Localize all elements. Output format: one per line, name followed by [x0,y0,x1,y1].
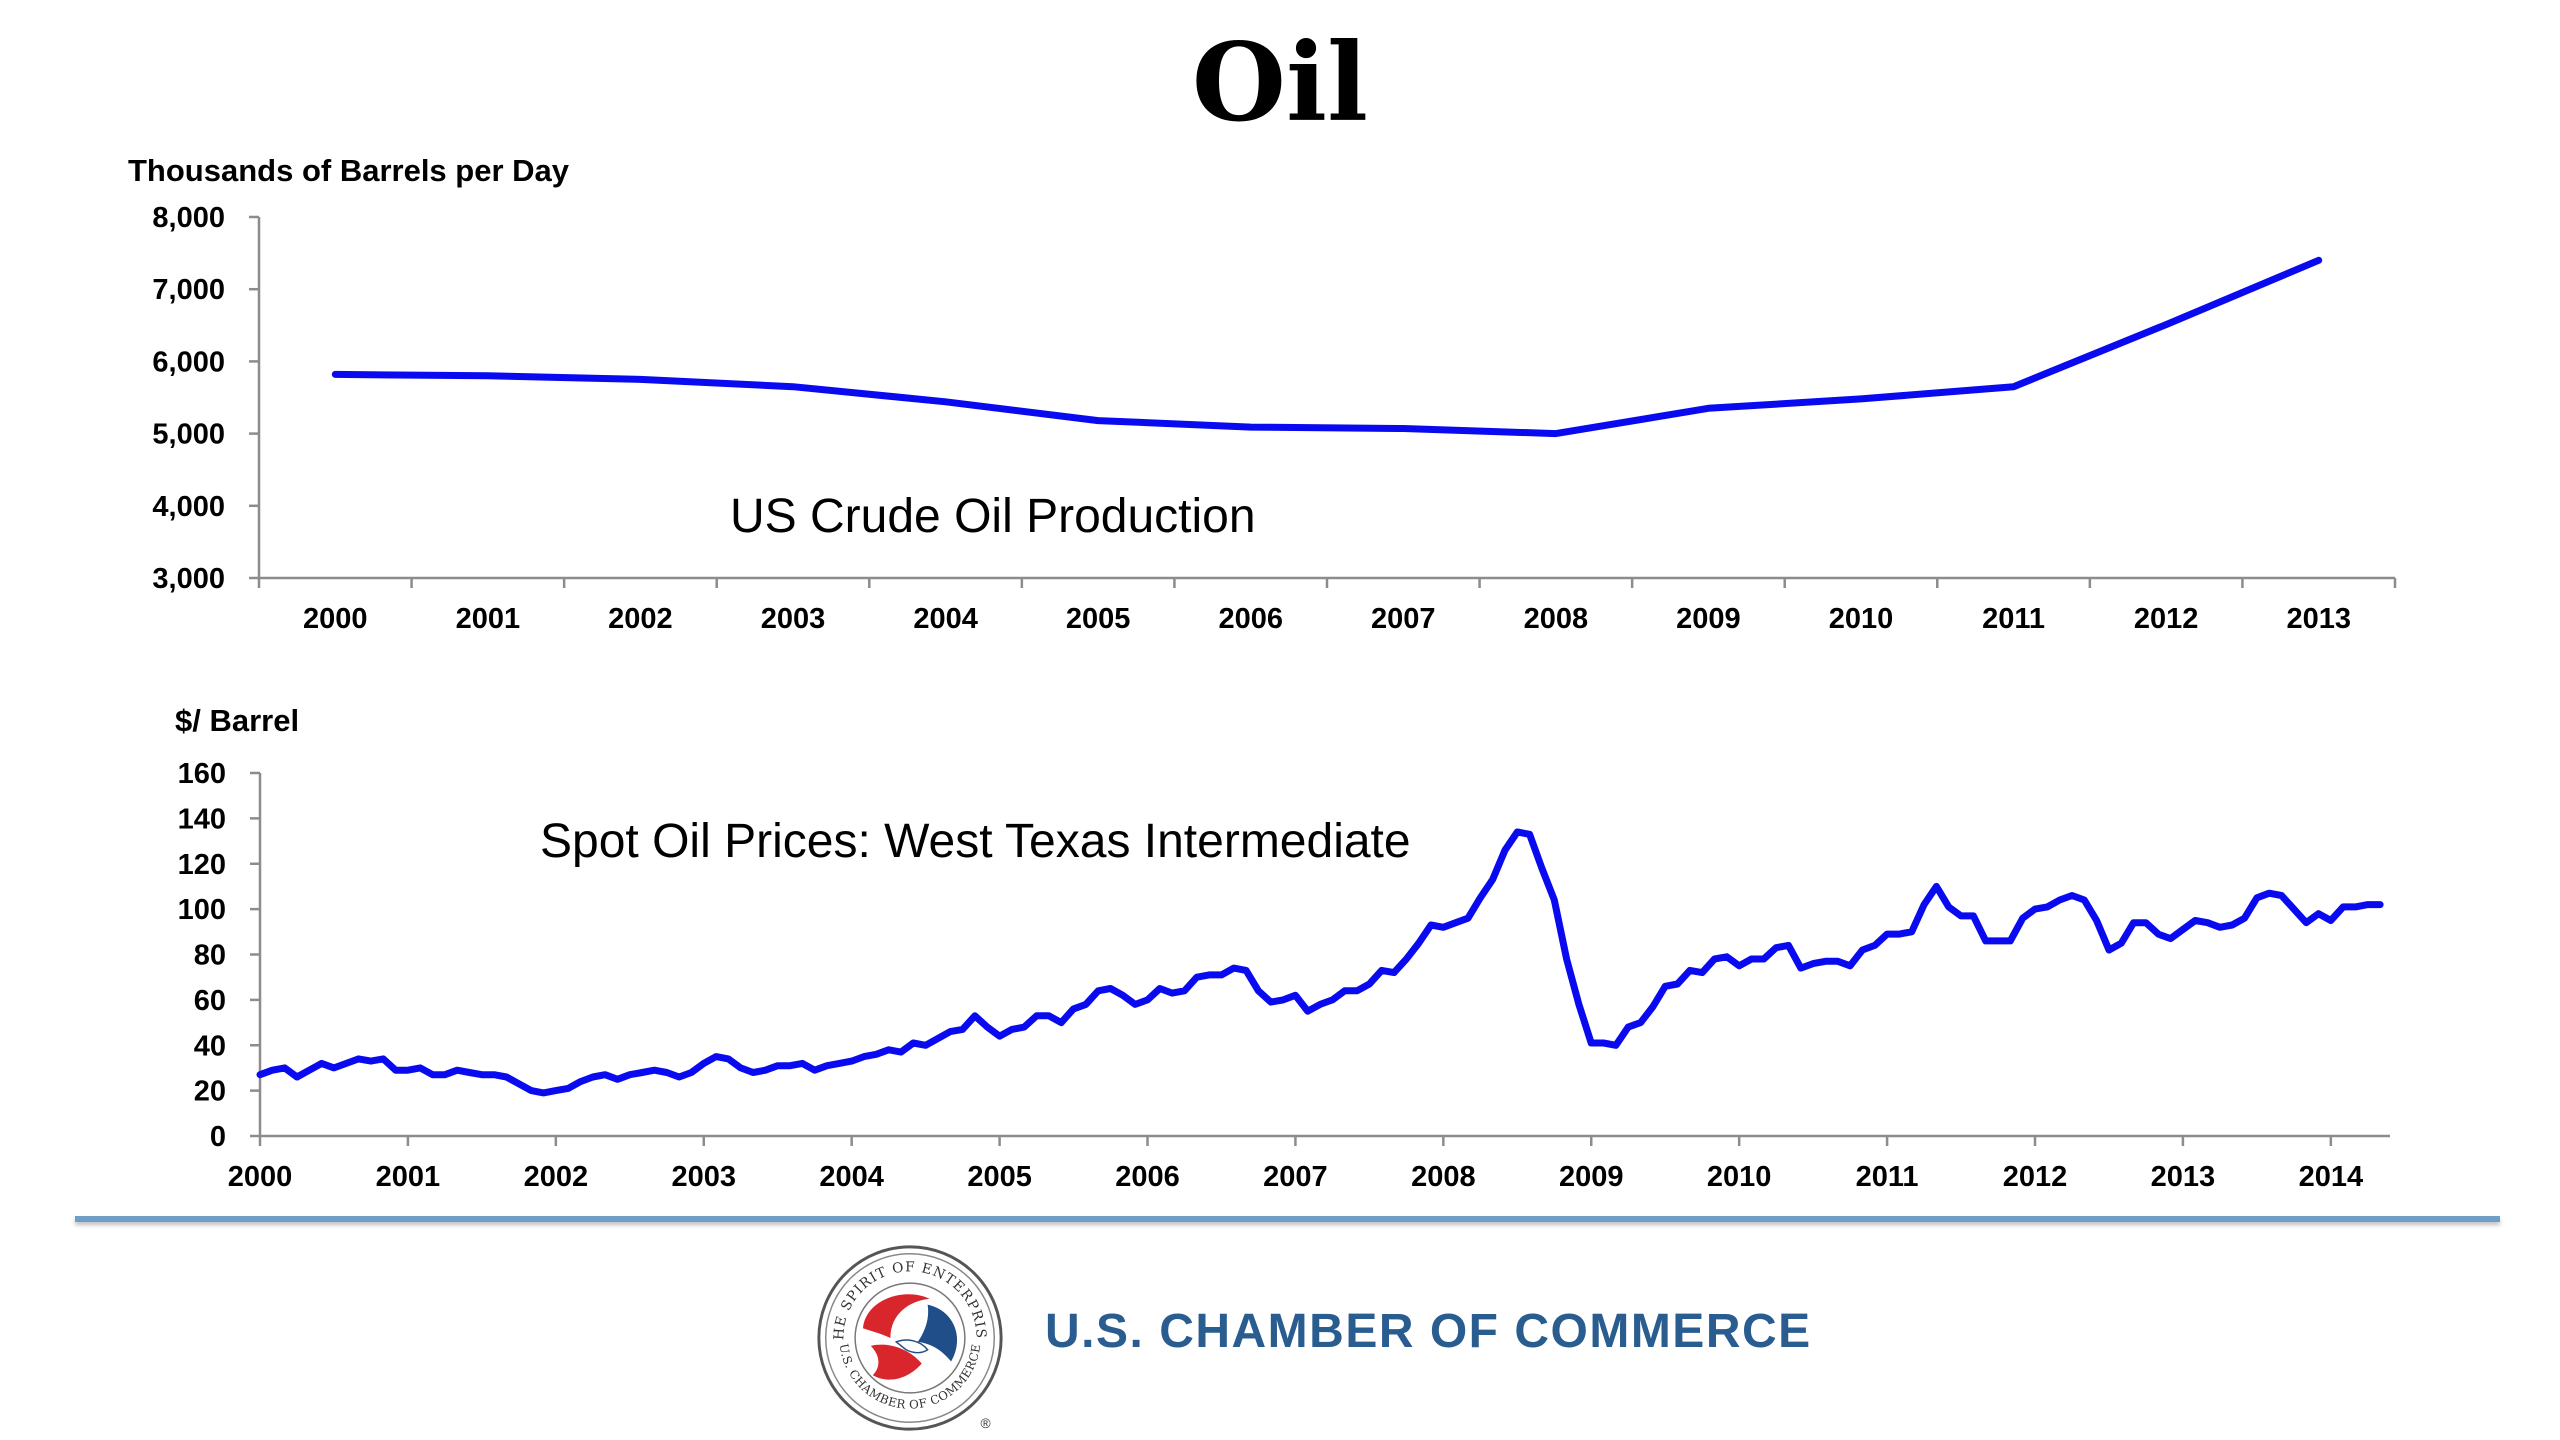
price-y-tick-label: 160 [178,758,226,790]
price-x-tick-label: 2011 [1856,1161,1919,1193]
price-x-ticks: 2000 2001 2002 2003 2004 2005 2006 2007 2008 2009… [228,1136,2363,1193]
production-y-tick-label: 5,000 [152,419,225,451]
price-x-tick-label: 2010 [1707,1161,1772,1193]
price-y-tick-label: 80 [194,940,226,972]
price-y-tick-label: 140 [178,803,226,835]
production-y-tick-label: 4,000 [152,491,225,523]
price-y-tick-label: 100 [178,894,226,926]
price-x-tick-label: 2002 [524,1161,589,1193]
production-x-tick-label: 2008 [1524,603,1589,635]
production-x-tick-label: 2011 [1982,603,2045,635]
production-x-tick-label: 2001 [456,603,521,635]
production-y-tick-label: 6,000 [152,346,225,378]
production-y-ticks: 3,000 4,000 5,000 6,000 7,000 8,000 [152,202,259,595]
production-x-tick-label: 2004 [913,603,978,635]
price-y-tick-label: 120 [178,849,226,881]
production-x-tick-label: 2012 [2134,603,2199,635]
footer-divider [75,1216,2500,1222]
production-x-tick-label: 2013 [2286,603,2351,635]
production-x-tick-label: 2002 [608,603,673,635]
price-x-tick-label: 2007 [1263,1161,1328,1193]
production-series-line [331,256,2323,438]
production-x-tick-label: 2006 [1218,603,1283,635]
price-x-tick-label: 2003 [671,1161,736,1193]
price-x-tick-label: 2004 [819,1161,884,1193]
production-x-tick-label: 2007 [1371,603,1436,635]
production-y-unit-label: Thousands of Barrels per Day [128,153,570,188]
price-y-tick-label: 20 [194,1076,226,1108]
production-chart-title: US Crude Oil Production [730,490,1256,543]
production-chart: Thousands of Barrels per Day US Crude Oi… [128,153,2397,635]
footer: THE SPIRIT OF ENTERPRISE U.S. CHAMBER OF… [0,1232,2560,1440]
price-x-tick-label: 2012 [2003,1161,2068,1193]
chamber-seal-logo: THE SPIRIT OF ENTERPRISE U.S. CHAMBER OF… [812,1240,1003,1431]
production-x-tick-label: 2005 [1066,603,1131,635]
price-chart-title: Spot Oil Prices: West Texas Intermediate [540,815,1411,868]
registered-mark: ® [981,1416,991,1431]
price-y-tick-label: 60 [194,985,226,1017]
production-x-tick-label: 2009 [1676,603,1741,635]
price-x-tick-label: 2001 [376,1161,441,1193]
price-x-tick-label: 2013 [2151,1161,2216,1193]
production-axes [257,217,2395,580]
production-y-tick-label: 8,000 [152,202,225,234]
price-series-line [256,828,2384,1097]
price-x-tick-label: 2008 [1411,1161,1476,1193]
price-x-tick-label: 2006 [1115,1161,1180,1193]
production-x-tick-label: 2010 [1829,603,1894,635]
production-y-tick-label: 7,000 [152,274,225,306]
price-chart: $/ Barrel Spot Oil Prices: West Texas In… [175,703,2390,1193]
price-x-tick-label: 2005 [967,1161,1032,1193]
production-x-tick-label: 2000 [303,603,368,635]
price-y-tick-label: 40 [194,1030,226,1062]
production-x-tick-label: 2003 [761,603,826,635]
production-y-tick-label: 3,000 [152,563,225,595]
price-y-ticks: 0 20 40 60 80 100 120 140 160 [178,758,260,1153]
price-y-unit-label: $/ Barrel [175,703,299,738]
price-x-tick-label: 2009 [1559,1161,1624,1193]
price-x-tick-label: 2000 [228,1161,293,1193]
price-y-tick-label: 0 [210,1121,226,1153]
organization-name: U.S. CHAMBER OF COMMERCE [1045,1305,1812,1358]
production-x-ticks: 2000 2001 2002 2003 2004 2005 2006 2007 2008 2009… [257,578,2397,635]
page-title: Oil [1191,20,1369,146]
price-x-tick-label: 2014 [2299,1161,2364,1193]
